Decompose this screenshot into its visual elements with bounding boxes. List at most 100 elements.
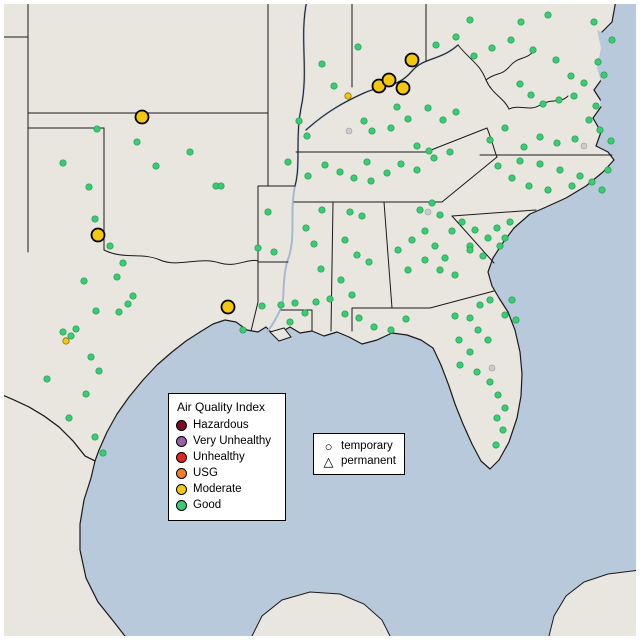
station-marker [408, 236, 416, 244]
station-marker [303, 132, 311, 140]
station-marker [439, 116, 447, 124]
station-marker [527, 91, 535, 99]
station-marker [501, 404, 509, 412]
land-yucatan [249, 591, 393, 640]
station-marker [568, 182, 576, 190]
station-marker [286, 318, 294, 326]
station-marker [43, 375, 51, 383]
station-marker [387, 124, 395, 132]
station-marker [452, 33, 460, 41]
station-marker [336, 168, 344, 176]
station-marker [424, 208, 432, 216]
station-marker [393, 103, 401, 111]
station-marker [430, 154, 438, 162]
station-marker [421, 256, 429, 264]
station-marker [65, 414, 73, 422]
station-marker [506, 218, 514, 226]
legend-item-label: Very Unhealthy [193, 435, 271, 447]
station-marker [91, 433, 99, 441]
station-marker [220, 299, 236, 315]
station-marker [346, 208, 354, 216]
station-marker [529, 46, 537, 54]
station-marker [99, 449, 107, 457]
station-marker [585, 116, 593, 124]
unhealthy-swatch-icon [176, 451, 187, 463]
station-marker [608, 36, 616, 44]
station-marker [499, 426, 507, 434]
legend-aqi-title: Air Quality Index [177, 400, 266, 414]
station-marker [580, 79, 588, 87]
legend-item-moderate: Moderate [176, 482, 277, 496]
legend-aqi-box: Air Quality Index Hazardous Very Unhealt… [168, 393, 286, 521]
station-marker [239, 326, 247, 334]
station-marker [544, 11, 552, 19]
station-marker [106, 242, 114, 250]
station-marker [416, 206, 424, 214]
station-marker [350, 174, 358, 182]
station-marker [588, 178, 596, 186]
station-marker [580, 142, 588, 150]
station-marker [496, 242, 504, 250]
station-marker [80, 277, 88, 285]
legend-item-usg: USG [176, 466, 277, 480]
station-marker [129, 292, 137, 300]
legend-item-good: Good [176, 498, 277, 512]
station-marker [425, 147, 433, 155]
station-marker [486, 296, 494, 304]
station-marker [134, 109, 150, 125]
legend-item-hazardous: Hazardous [176, 418, 277, 432]
station-marker [571, 135, 579, 143]
station-marker [436, 266, 444, 274]
station-marker [264, 208, 272, 216]
station-marker [441, 254, 449, 262]
station-marker [348, 291, 356, 299]
station-marker [520, 143, 528, 151]
station-marker [501, 311, 509, 319]
triangle-icon: △ [323, 453, 334, 469]
station-marker [493, 414, 501, 422]
station-marker [270, 248, 278, 256]
land-delta [269, 327, 292, 342]
moderate-swatch-icon [176, 483, 187, 495]
station-marker [486, 136, 494, 144]
station-marker [428, 199, 436, 207]
legend-item-label: temporary [341, 440, 393, 452]
circle-icon: ○ [324, 438, 333, 454]
station-marker [607, 137, 615, 145]
station-marker [516, 80, 524, 88]
station-marker [186, 148, 194, 156]
legend-item-label: USG [193, 467, 218, 479]
station-marker [476, 301, 484, 309]
station-marker [295, 117, 303, 125]
station-marker [301, 309, 309, 317]
station-marker [567, 72, 575, 80]
station-marker [344, 92, 352, 100]
station-marker [115, 308, 123, 316]
station-marker [432, 41, 440, 49]
station-marker [353, 251, 361, 259]
station-marker [95, 367, 103, 375]
station-marker [536, 160, 544, 168]
station-marker [466, 16, 474, 24]
station-marker [598, 186, 606, 194]
station-marker [488, 44, 496, 52]
station-marker [363, 158, 371, 166]
station-marker [413, 142, 421, 150]
station-marker [277, 301, 285, 309]
station-marker [494, 391, 502, 399]
station-marker [254, 244, 262, 252]
station-marker [321, 161, 329, 169]
legend-item-very-unhealthy: Very Unhealthy [176, 434, 277, 448]
station-marker [397, 160, 405, 168]
station-marker [421, 227, 429, 235]
station-marker [488, 364, 496, 372]
legend-item-label: Good [193, 499, 222, 511]
station-marker [484, 234, 492, 242]
station-marker [394, 246, 402, 254]
station-marker [258, 302, 266, 310]
station-marker [72, 325, 80, 333]
station-marker [302, 224, 310, 232]
station-marker [466, 314, 474, 322]
